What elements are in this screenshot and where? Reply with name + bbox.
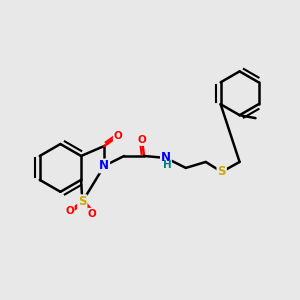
Text: O: O [114,131,122,141]
Text: H: H [163,160,171,170]
Text: O: O [65,206,74,216]
Text: S: S [78,195,87,208]
Text: N: N [161,152,171,164]
Text: O: O [88,209,97,219]
Text: O: O [138,135,146,145]
Text: N: N [99,159,109,172]
Text: S: S [218,165,226,178]
